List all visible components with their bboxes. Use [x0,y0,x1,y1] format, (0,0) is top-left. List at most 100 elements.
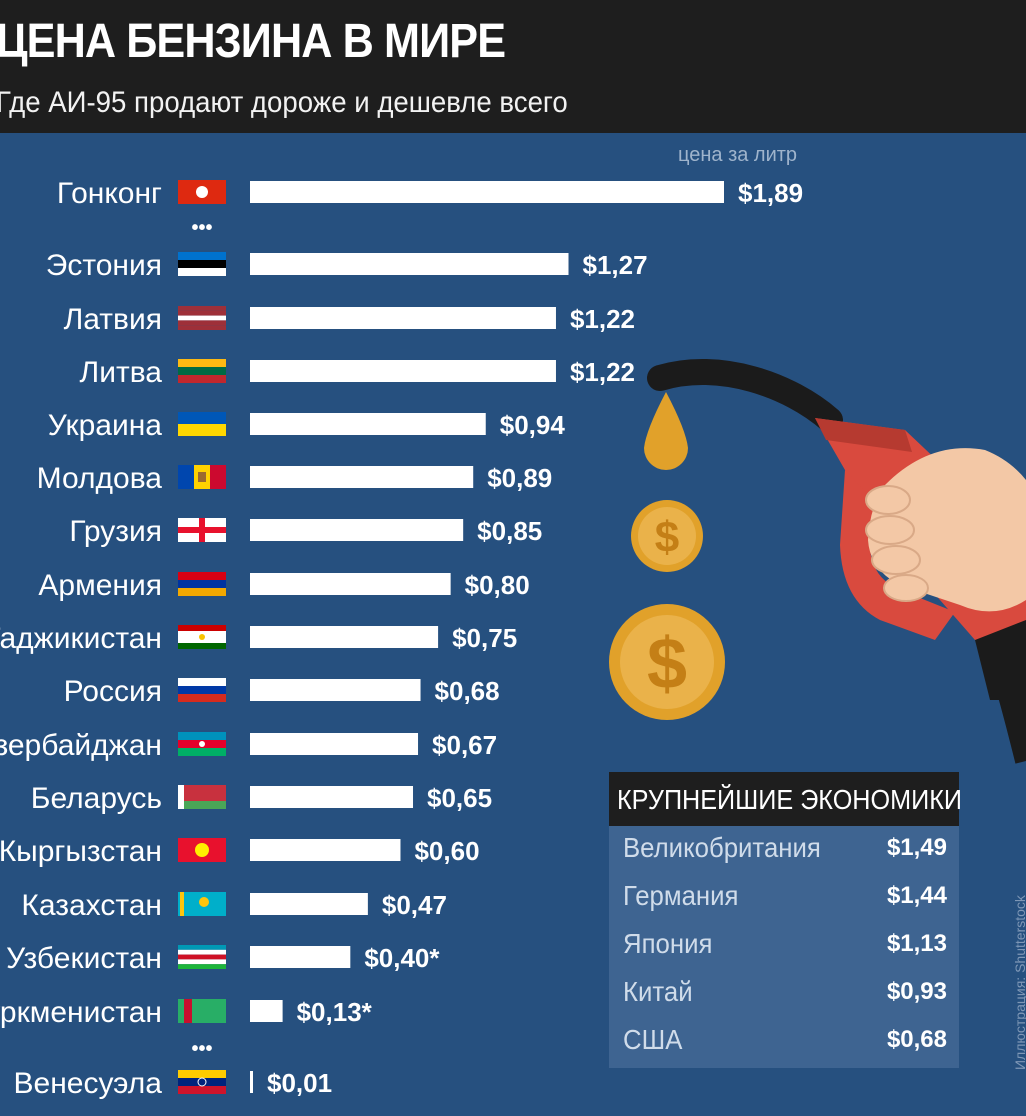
economy-price: $1,13 [886,930,947,957]
flag-stripe [178,320,226,326]
flag-ornament [180,892,184,916]
svg-text:$: $ [647,624,687,704]
bar-row: Венесуэла $0,01 [14,1067,333,1100]
economy-name: Великобритания [623,832,821,863]
value-label: $0,60 [414,836,479,866]
flag-stripe [178,412,226,424]
value-label: $0,67 [432,730,497,760]
flag-stripe [178,954,226,960]
svg-text:$: $ [655,513,679,562]
bar-row: Таджикистан $0,75 [0,622,517,655]
bar-row: Азербайджан $0,67 [0,729,497,762]
bar [250,253,569,275]
flag-stripe [178,572,226,580]
country-label: Россия [64,675,162,708]
flag-stripe [178,1086,226,1094]
country-label: Казахстан [21,889,162,922]
bar [250,786,414,808]
economy-price: $1,44 [886,882,947,909]
flag-stripe [178,801,226,809]
table-row: Германия $1,44 [609,874,959,922]
country-label: Гонконг [57,177,162,210]
bar-row: Казахстан $0,47 [21,889,447,922]
country-label: Молдова [37,462,163,495]
flag-stripe [178,949,226,955]
bar [250,519,464,541]
flag-stripe [178,306,226,311]
hong-kong-flag-icon [178,180,226,204]
table-title: КРУПНЕЙШИЕ ЭКОНОМИКИ [617,784,963,815]
latvia-flag-icon [178,306,226,330]
belarus-flag-icon [178,785,226,809]
bar-row: Гонконг $1,89 [57,177,803,210]
bar [250,733,419,755]
country-label: Армения [38,569,162,602]
flag-stripe [178,793,226,801]
bar-row: Кыргызстан $0,60 [0,835,480,868]
flag-stripe [178,424,226,436]
country-label: Беларусь [31,782,162,815]
flag-stripe [178,964,226,969]
ellipsis: ••• [191,1038,212,1060]
flag-stripe [178,732,226,740]
bar [250,1000,283,1022]
table-row: Япония $1,13 [609,922,959,970]
country-label: Литва [80,356,163,389]
flag-stripe [178,1078,226,1086]
fuel-drop-icon [644,392,688,470]
flag-emblem [198,472,206,482]
value-label: $1,89 [738,178,803,208]
flag-stripe [178,260,226,268]
bar-row: Узбекистан $0,40* [6,942,440,975]
venezuela-flag-icon [178,1070,226,1094]
country-label: Латвия [64,303,162,336]
flag-stripe [178,1070,226,1078]
flag-emblem [196,186,208,198]
value-label: $0,94 [500,410,566,440]
russia-flag-icon [178,678,226,702]
bar-row: Грузия $0,85 [69,515,542,548]
flag-ornament [184,999,192,1023]
table-row: США $0,68 [609,1018,959,1066]
header: ЦЕНА БЕНЗИНА В МИРЕ Где АИ-95 продают до… [0,0,1026,133]
value-label: $0,13* [297,997,373,1027]
georgia-flag-icon [178,518,226,542]
uzbekistan-flag-icon [178,945,226,969]
country-label: Узбекистан [6,942,162,975]
flag-stripe [178,678,226,686]
bar [250,1071,253,1093]
table-header: КРУПНЕЙШИЕ ЭКОНОМИКИ [609,772,963,826]
flag-emblem [199,634,205,640]
country-label: Туркменистан [0,996,162,1029]
bar-row: Армения $0,80 [38,569,529,602]
flag-emblem [195,843,209,857]
economy-name: Япония [623,928,713,959]
bar-row: Туркменистан $0,13* [0,996,373,1029]
hand-icon [865,448,1026,612]
page-title: ЦЕНА БЕНЗИНА В МИРЕ [0,15,506,68]
value-label: $1,27 [583,250,648,280]
value-label: $1,22 [570,304,635,334]
flag-stripe [178,359,226,367]
bar [250,839,401,861]
value-label: $0,47 [382,890,447,920]
bar-row: Эстония $1,27 [46,249,648,282]
page-subtitle: Где АИ-95 продают дороже и дешевле всего [0,86,568,119]
value-label: $0,65 [427,783,492,813]
flag-stripe [178,959,226,965]
economy-name: Китай [623,976,693,1007]
country-label: Азербайджан [0,729,162,762]
value-label: $0,85 [477,516,542,546]
bar [250,466,474,488]
azerbaijan-flag-icon [178,732,226,756]
flag-stripe [178,580,226,588]
flag-stripe [178,694,226,702]
watermark: Иллюстрация: Shutterstock [1012,895,1026,1070]
ukraine-flag-icon [178,412,226,436]
ellipsis: ••• [191,217,212,239]
flag-stripe [178,748,226,756]
value-label: $0,80 [465,570,530,600]
flag-stripe [178,367,226,375]
flag-emblem [199,741,205,747]
bar [250,573,451,595]
